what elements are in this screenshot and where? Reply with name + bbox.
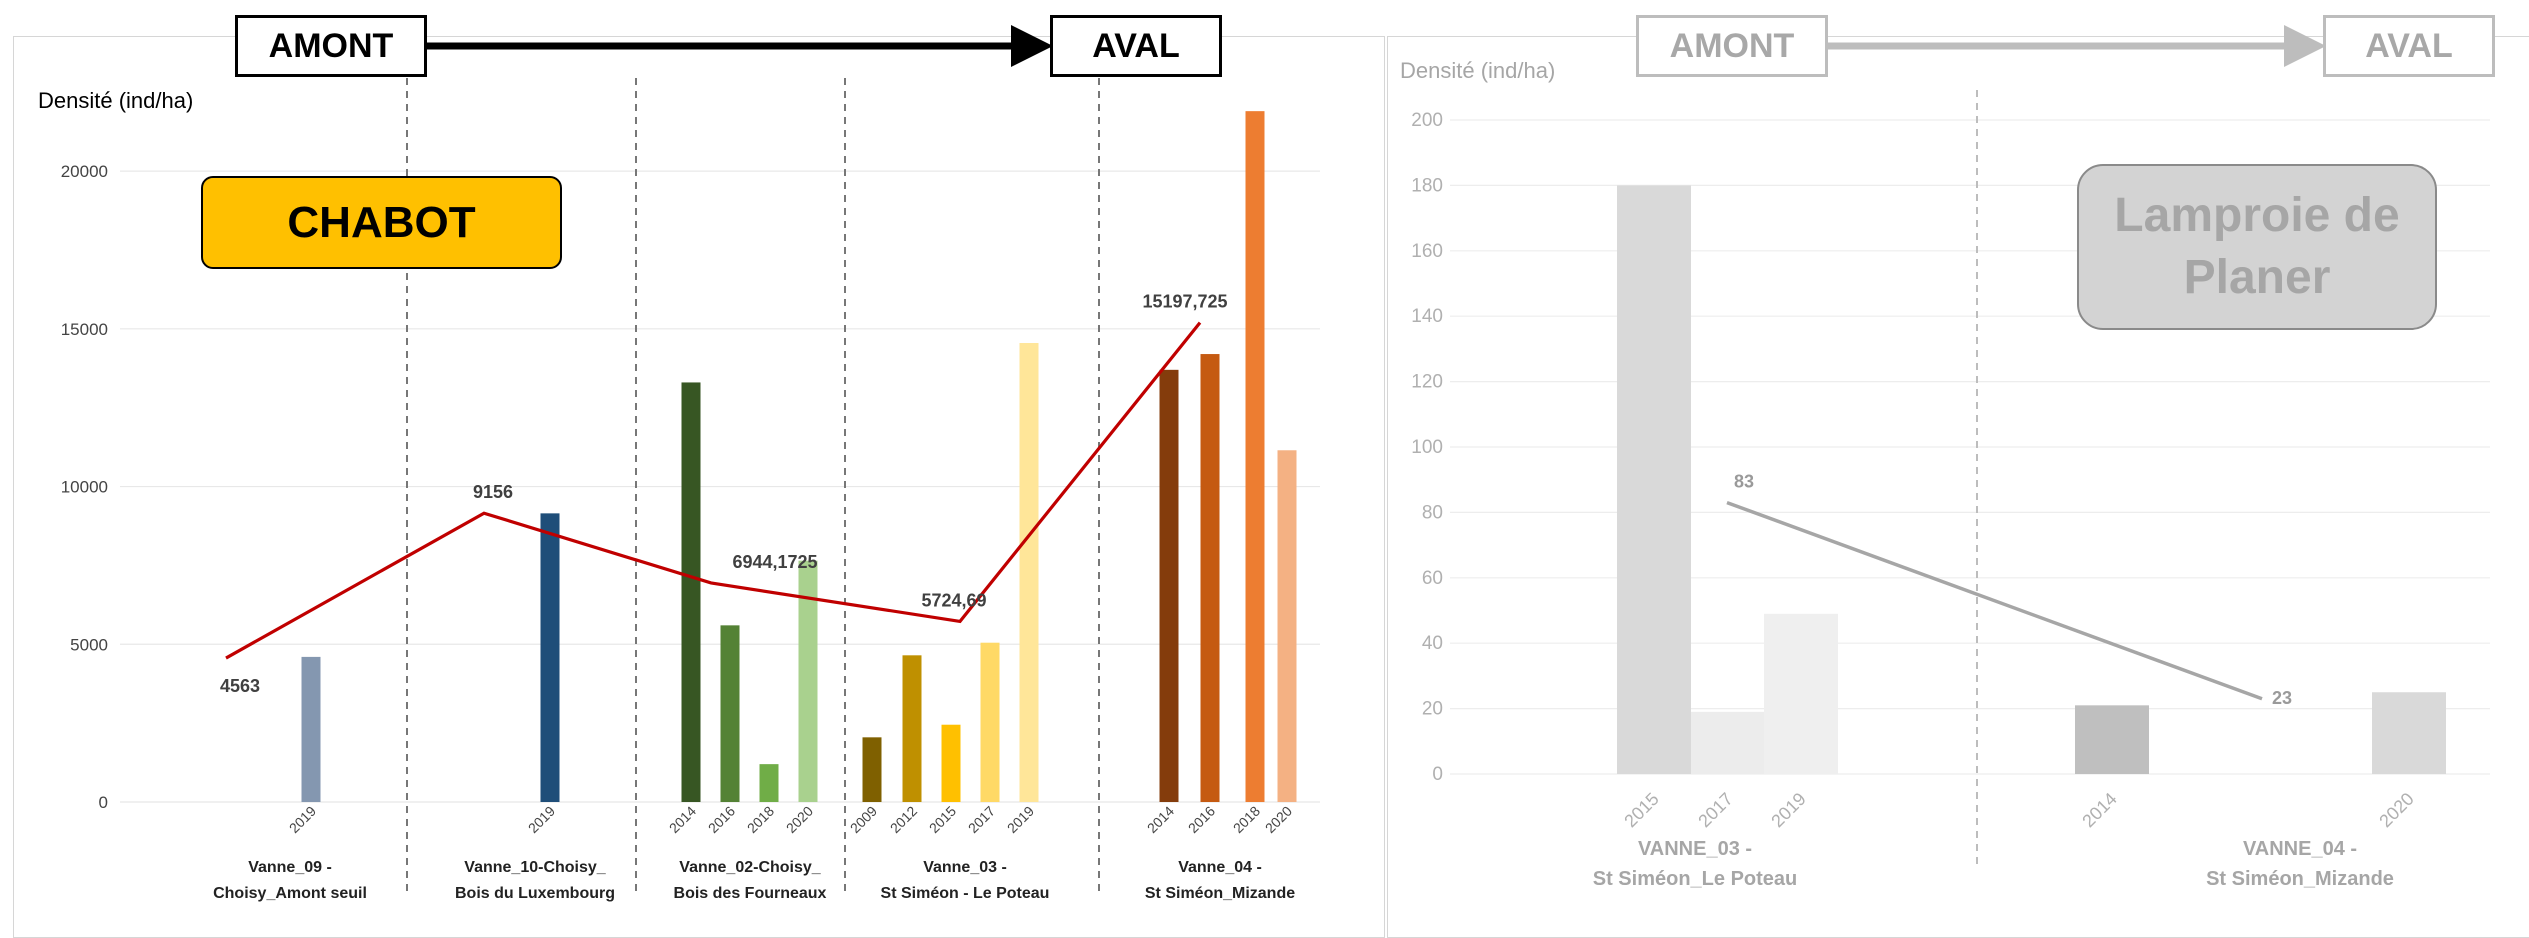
bar: [1764, 613, 1838, 774]
bar: [1159, 369, 1179, 802]
bar: [2075, 705, 2149, 774]
y-tick-label: 5000: [70, 635, 108, 654]
y-tick-label: 40: [1422, 633, 1443, 654]
x-tick-label: 2020: [2375, 789, 2417, 831]
bar: [2372, 692, 2446, 774]
x-tick-label: 2012: [887, 803, 920, 836]
y-tick-label: 20000: [61, 162, 108, 181]
trend-data-label: 6944,1725: [732, 552, 817, 572]
x-tick-label: 2015: [1620, 789, 1662, 831]
chart-1: 0 5000 10000 15000 20000 2019 Vanne_09 - Choisy…: [61, 78, 1320, 902]
y-tick-label: 200: [1411, 110, 1443, 131]
bar: [681, 382, 701, 802]
bar: [1019, 343, 1039, 802]
y-tick-label: 180: [1411, 175, 1443, 196]
x-tick-label: 2019: [525, 803, 558, 836]
bar: [798, 560, 818, 802]
y-tick-label: 140: [1411, 306, 1443, 327]
y-axis-title-right: Densité (ind/ha): [1400, 58, 1556, 83]
x-tick-label: 2017: [965, 803, 998, 836]
x-tick-label: 2014: [1144, 803, 1177, 836]
group-label: Bois du Luxembourg: [455, 885, 615, 902]
x-tick-label: 2019: [1004, 803, 1037, 836]
x-tick-label: 2019: [1767, 789, 1809, 831]
downstream-label-left: AVAL: [1050, 15, 1222, 77]
bar: [1245, 111, 1265, 803]
group-label: St Siméon_Mizande: [1145, 885, 1295, 902]
downstream-label-right: AVAL: [2323, 15, 2495, 77]
trend-data-label: 9156: [473, 482, 513, 502]
x-tick-label: 2016: [1185, 803, 1218, 836]
bar: [902, 655, 922, 802]
y-tick-label: 0: [99, 793, 108, 812]
trend-line: [225, 321, 1202, 660]
species-label-chabot: CHABOT: [201, 176, 562, 269]
x-tick-label: 2018: [744, 803, 777, 836]
bar: [862, 737, 882, 802]
trend-data-label: 23: [2272, 688, 2292, 708]
x-tick-label: 2020: [1262, 803, 1295, 836]
trend-data-label: 5724,69: [921, 590, 986, 610]
group-label: St Siméon - Le Poteau: [881, 885, 1050, 902]
x-tick-label: 2014: [666, 803, 699, 836]
bar: [301, 656, 321, 802]
x-tick-label: 2016: [705, 803, 738, 836]
bar: [1200, 354, 1220, 802]
x-tick-label: 2015: [926, 803, 959, 836]
group-label: Vanne_03 -: [923, 859, 1007, 876]
group-label: Vanne_09 -: [248, 859, 332, 876]
y-tick-label: 160: [1411, 241, 1443, 262]
bar: [720, 625, 740, 802]
bar: [941, 724, 961, 802]
trend-data-label: 83: [1734, 472, 1754, 492]
bar: [1691, 711, 1765, 774]
x-tick-label: 2017: [1694, 789, 1736, 831]
y-tick-label: 10000: [61, 478, 108, 497]
chart-canvas: 0 5000 10000 15000 20000 2019 Vanne_09 - Choisy…: [61, 25, 2490, 902]
upstream-label-right: AMONT: [1636, 15, 1828, 77]
group-label: Vanne_04 -: [1178, 859, 1262, 876]
y-tick-label: 20: [1422, 699, 1443, 720]
y-tick-label: 0: [1432, 764, 1443, 785]
group-label: VANNE_03 -: [1638, 838, 1752, 860]
x-tick-label: 2014: [2078, 789, 2120, 831]
bar: [759, 764, 779, 802]
group-label: Vanne_02-Choisy_: [679, 859, 822, 876]
y-axis-title-left: Densité (ind/ha): [38, 88, 194, 113]
y-tick-label: 100: [1411, 437, 1443, 458]
y-tick-label: 80: [1422, 502, 1443, 523]
trend-line: [1726, 500, 2263, 701]
x-tick-label: 2009: [847, 803, 880, 836]
bar: [1617, 185, 1691, 774]
group-label: Bois des Fourneaux: [674, 885, 827, 902]
y-tick-label: 15000: [61, 320, 108, 339]
chart-2: 0 20 40 60 80 100 120 140 160 180 200 2015 2017 2019 V…: [1411, 90, 2490, 890]
x-tick-label: 2019: [286, 803, 319, 836]
bar: [540, 513, 560, 802]
group-label: St Siméon_Mizande: [2206, 868, 2394, 890]
x-tick-label: 2018: [1230, 803, 1263, 836]
group-label: St Siméon_Le Poteau: [1593, 868, 1798, 890]
x-tick-label: 2020: [783, 803, 816, 836]
trend-data-label: 4563: [220, 676, 260, 696]
y-tick-label: 120: [1411, 372, 1443, 393]
upstream-label-left: AMONT: [235, 15, 427, 77]
group-label: VANNE_04 -: [2243, 838, 2357, 860]
group-label: Choisy_Amont seuil: [213, 885, 367, 902]
bar: [980, 642, 1000, 802]
species-label-lamproie: Lamproie de Planer: [2077, 164, 2437, 330]
y-tick-label: 60: [1422, 568, 1443, 589]
trend-data-label: 15197,725: [1142, 292, 1227, 312]
bar: [1277, 450, 1297, 802]
group-label: Vanne_10-Choisy_: [464, 859, 607, 876]
